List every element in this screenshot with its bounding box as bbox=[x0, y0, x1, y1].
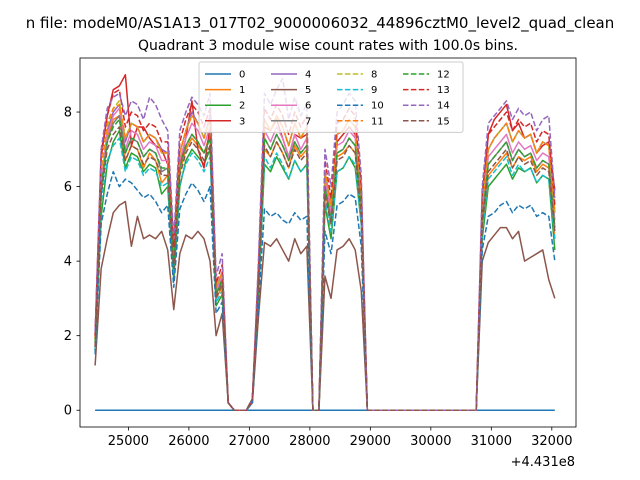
plot-title: Quadrant 3 module wise count rates with … bbox=[138, 38, 518, 54]
series-lines bbox=[94, 74, 556, 411]
y-tick-label-6: 6 bbox=[64, 180, 72, 195]
legend-label-1: 1 bbox=[239, 85, 245, 96]
legend-label-6: 6 bbox=[305, 101, 311, 112]
legend-label-13: 13 bbox=[437, 85, 450, 96]
x-tick-label-32000: 32000 bbox=[531, 434, 572, 449]
legend-label-12: 12 bbox=[437, 70, 450, 81]
x-tick-label-31000: 31000 bbox=[471, 434, 512, 449]
legend-label-2: 2 bbox=[239, 101, 245, 112]
legend-label-8: 8 bbox=[371, 70, 377, 81]
y-tick-label-4: 4 bbox=[64, 255, 72, 270]
y-tick-label-8: 8 bbox=[64, 106, 72, 121]
legend-label-9: 9 bbox=[371, 85, 377, 96]
legend-label-3: 3 bbox=[239, 116, 245, 127]
x-offset-label: +4.431e8 bbox=[511, 455, 575, 470]
legend-label-4: 4 bbox=[305, 70, 311, 81]
x-tick-label-27000: 27000 bbox=[229, 434, 270, 449]
y-tick-label-0: 0 bbox=[64, 404, 72, 419]
series-line-15 bbox=[94, 126, 556, 411]
x-tick-label-26000: 26000 bbox=[168, 434, 209, 449]
x-tick-label-30000: 30000 bbox=[410, 434, 451, 449]
x-tick-label-28000: 28000 bbox=[289, 434, 330, 449]
axes: 25000 26000 27000 28000 29000 30000 31000 32000… bbox=[64, 57, 577, 449]
plot-area bbox=[94, 74, 556, 411]
axes-frame bbox=[79, 57, 577, 428]
legend-label-10: 10 bbox=[371, 101, 384, 112]
legend-label-7: 7 bbox=[305, 116, 311, 127]
legend-label-14: 14 bbox=[437, 101, 450, 112]
y-tick-label-2: 2 bbox=[64, 329, 72, 344]
legend-label-5: 5 bbox=[305, 85, 311, 96]
x-tick-label-29000: 29000 bbox=[350, 434, 391, 449]
figure-suptitle: n file: modeM0/AS1A13_017T02_9000006032_… bbox=[26, 14, 615, 33]
x-tick-label-25000: 25000 bbox=[108, 434, 149, 449]
legend-label-11: 11 bbox=[371, 116, 384, 127]
legend-box bbox=[198, 61, 464, 133]
legend-label-0: 0 bbox=[239, 70, 245, 81]
legend-label-15: 15 bbox=[437, 116, 450, 127]
